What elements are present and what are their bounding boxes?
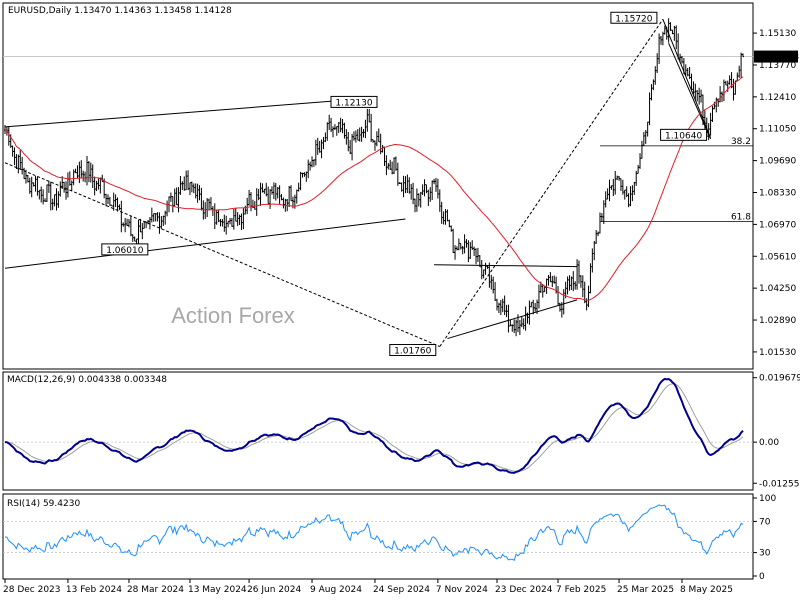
macd-tick-label: 0.00 <box>759 438 779 448</box>
price-tick-label: 1.05610 <box>759 252 796 262</box>
rsi-tick-label: 70 <box>759 517 771 527</box>
watermark-text: Action Forex <box>171 303 295 328</box>
rsi-panel-border <box>2 493 754 580</box>
price-tick-label: 1.12410 <box>759 93 796 103</box>
price-layer: 38.2 61.8 1.15720 1.12130 1.06010 1.10640 1.01… <box>3 11 753 357</box>
macd-panel-border <box>2 371 754 491</box>
price-tick-label: 1.13770 <box>759 61 796 71</box>
price-tick-label: 1.06970 <box>759 220 796 230</box>
price-tick-label: 1.08330 <box>759 189 796 199</box>
time-tick-label: 13 Feb 2024 <box>66 585 122 595</box>
price-tick-label: 1.09690 <box>759 157 796 167</box>
moving-average-line <box>4 76 744 301</box>
upper-channel-line <box>4 99 349 128</box>
dashed-decline-line <box>4 162 440 347</box>
price-label: 1.10640 <box>665 131 702 141</box>
macd-tick-label: 0.019679 <box>759 374 800 384</box>
rsi-panel[interactable]: RSI(14) 59.4230 <box>2 493 754 580</box>
macd-title: MACD(12,26,9) 0.004338 0.003348 <box>7 375 167 385</box>
price-tick-label: 1.04250 <box>759 284 796 294</box>
dashed-rally-line <box>439 18 664 347</box>
time-tick-label: 24 Sep 2024 <box>373 585 430 595</box>
time-tick-label: 23 Dec 2024 <box>495 585 553 595</box>
pennant-lower-line <box>447 299 578 340</box>
time-tick-label: 13 May 2024 <box>188 585 247 595</box>
macd-panel[interactable]: MACD(12,26,9) 0.004338 0.003348 <box>2 371 754 491</box>
price-label: 1.01760 <box>394 347 431 357</box>
time-tick-label: 28 Mar 2024 <box>127 585 184 595</box>
macd-layer <box>3 377 753 474</box>
price-label: 1.15720 <box>615 14 652 24</box>
pennant-upper-line <box>434 264 578 268</box>
rsi-layer <box>3 504 753 562</box>
rsi-tick-label: 100 <box>759 494 776 504</box>
macd-signal-line <box>4 383 744 472</box>
time-tick-label: 26 Jun 2024 <box>247 585 301 595</box>
price-panel[interactable]: EURUSD,Daily 1.13470 1.14363 1.13458 1.1… <box>2 2 754 370</box>
price-axis: 1.15130 1.13770 1.12410 1.11050 1.09690 1.083… <box>753 29 799 358</box>
chart-header: EURUSD,Daily 1.13470 1.14363 1.13458 1.1… <box>8 6 232 16</box>
price-label-box <box>101 243 149 256</box>
price-label-box <box>610 11 658 24</box>
macd-tick-label: -0.012552 <box>759 479 800 489</box>
fib-38-line-label: 38.2 <box>731 137 751 147</box>
rsi-line <box>4 504 744 562</box>
time-axis: 28 Dec 2023 13 Feb 2024 28 Mar 2024 13 May … <box>3 579 733 595</box>
wedge-lower-line <box>668 42 712 140</box>
rsi-title: RSI(14) 59.4230 <box>7 499 80 509</box>
macd-line <box>4 377 744 474</box>
price-label: 1.06010 <box>106 246 143 256</box>
price-panel-border <box>2 2 754 370</box>
price-tick-label: 1.02890 <box>759 316 796 326</box>
time-tick-label: 7 Nov 2024 <box>436 585 488 595</box>
price-tick-label: 1.01530 <box>759 348 796 358</box>
time-tick-label: 8 May 2025 <box>680 585 733 595</box>
price-label-box <box>660 128 708 141</box>
price-label-box <box>389 344 437 357</box>
time-tick-label: 9 Aug 2024 <box>310 585 362 595</box>
price-label-box <box>330 95 378 108</box>
rsi-tick-label: 0 <box>759 572 765 582</box>
rsi-axis: 100 70 30 0 <box>753 494 776 582</box>
lower-channel-line <box>4 218 406 269</box>
fib-61-line-label: 61.8 <box>731 212 751 222</box>
time-tick-label: 7 Feb 2025 <box>556 585 606 595</box>
current-price-tag-label: 1.14128 <box>758 53 799 63</box>
price-tick-label: 1.15130 <box>759 29 796 39</box>
current-price-tag <box>754 50 798 63</box>
price-label: 1.12130 <box>335 98 372 108</box>
macd-axis: 0.019679 0.00 -0.012552 <box>753 374 800 489</box>
time-tick-label: 25 Mar 2025 <box>617 585 674 595</box>
time-tick-label: 28 Dec 2023 <box>3 585 61 595</box>
rsi-tick-label: 30 <box>759 549 771 559</box>
price-tick-label: 1.11050 <box>759 125 796 135</box>
